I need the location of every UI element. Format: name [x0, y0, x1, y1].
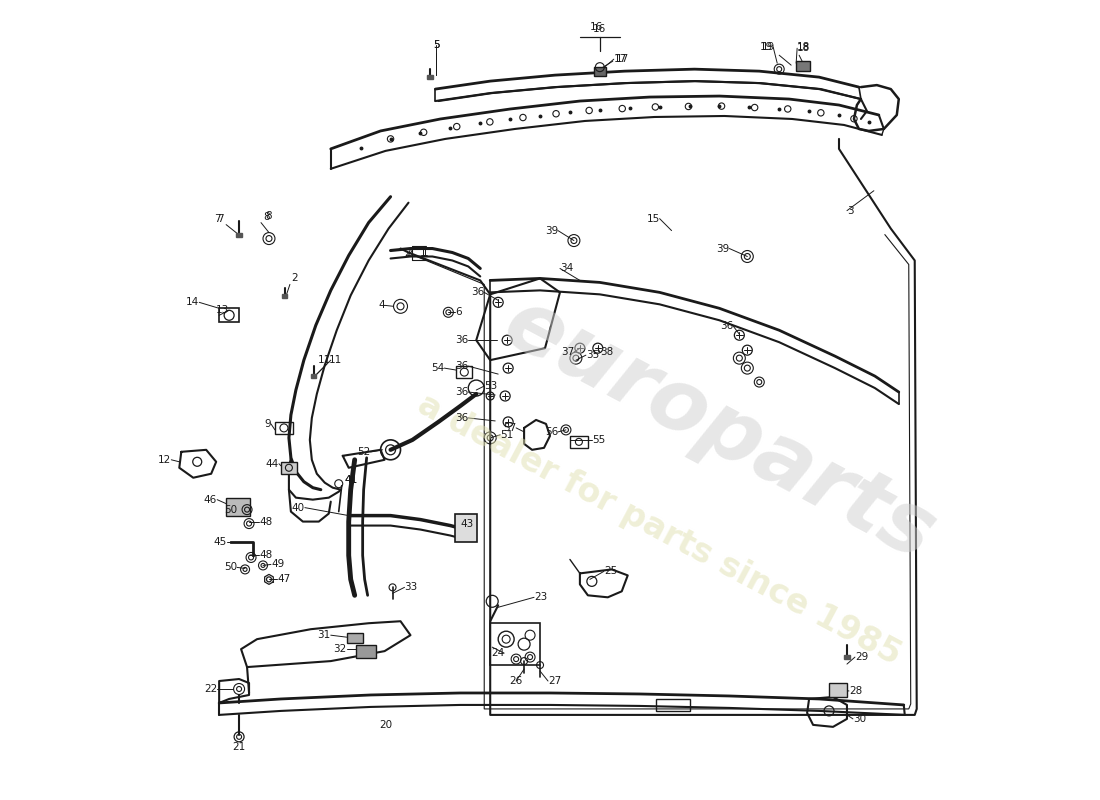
Text: 23: 23 [535, 592, 548, 602]
Bar [346, 633, 363, 643]
Text: 32: 32 [333, 644, 346, 654]
Text: 16: 16 [593, 24, 606, 34]
Text: 44: 44 [266, 458, 279, 469]
Text: a dealer for parts since 1985: a dealer for parts since 1985 [412, 388, 906, 671]
Text: 20: 20 [379, 720, 392, 730]
Bar [219, 308, 239, 322]
Text: 9: 9 [264, 419, 271, 429]
Text: 1: 1 [421, 247, 428, 258]
Text: 24: 24 [491, 648, 504, 658]
Text: 29: 29 [855, 652, 868, 662]
Text: 37: 37 [561, 347, 574, 357]
Text: 25: 25 [604, 566, 617, 577]
Text: 30: 30 [852, 714, 866, 724]
Text: 1: 1 [420, 247, 427, 258]
Polygon shape [428, 75, 433, 79]
Bar [829, 683, 847, 697]
Text: 46: 46 [204, 494, 217, 505]
Bar [275, 422, 293, 434]
Text: 38: 38 [600, 347, 613, 357]
Text: 54: 54 [431, 363, 444, 373]
Text: 13: 13 [216, 306, 229, 315]
Polygon shape [311, 374, 317, 378]
Bar [656, 699, 690, 711]
Text: 36: 36 [455, 361, 469, 371]
Text: 27: 27 [548, 676, 561, 686]
Text: 11: 11 [329, 355, 342, 365]
Text: 7: 7 [218, 214, 224, 224]
Polygon shape [236, 233, 242, 237]
Text: 49: 49 [271, 559, 284, 570]
Text: 7: 7 [214, 214, 221, 224]
Text: 34: 34 [560, 263, 573, 274]
Text: 26: 26 [509, 676, 522, 686]
Text: 36: 36 [720, 322, 734, 331]
Polygon shape [844, 655, 850, 659]
Text: 36: 36 [471, 287, 484, 298]
Text: 53: 53 [484, 381, 497, 391]
Text: 50: 50 [224, 562, 238, 573]
Bar [455, 514, 477, 542]
Text: 18: 18 [798, 43, 811, 54]
Text: 48: 48 [258, 550, 273, 561]
Text: 11: 11 [318, 355, 331, 365]
Text: 55: 55 [592, 435, 605, 445]
Text: 8: 8 [265, 210, 272, 221]
Text: 5: 5 [433, 40, 440, 50]
Text: 12: 12 [158, 454, 172, 465]
Bar [355, 645, 375, 658]
Text: 15: 15 [647, 214, 660, 224]
Text: 19: 19 [762, 42, 776, 52]
Bar [280, 462, 297, 474]
Text: 52: 52 [358, 447, 371, 457]
Text: 22: 22 [204, 684, 217, 694]
Bar [796, 61, 810, 71]
Text: 47: 47 [277, 574, 290, 584]
Text: 2: 2 [404, 247, 410, 258]
Text: 5: 5 [433, 40, 440, 50]
Text: 41: 41 [344, 474, 358, 485]
Bar [491, 623, 540, 665]
Text: 43: 43 [460, 518, 474, 529]
Bar [570, 436, 587, 448]
Text: 41: 41 [344, 474, 358, 485]
Text: 40: 40 [292, 502, 305, 513]
Text: 45: 45 [213, 537, 227, 546]
Text: 48: 48 [258, 517, 273, 526]
Text: 3: 3 [847, 206, 854, 216]
Text: 36: 36 [455, 387, 469, 397]
Bar [594, 67, 606, 76]
Bar [227, 498, 250, 515]
Text: 16: 16 [591, 22, 604, 32]
Text: 19: 19 [760, 42, 773, 52]
Text: 50: 50 [224, 505, 238, 514]
Text: 17: 17 [616, 54, 629, 64]
Text: 4: 4 [378, 300, 385, 310]
Text: 36: 36 [455, 335, 469, 346]
Text: 57: 57 [503, 423, 516, 433]
Polygon shape [283, 294, 287, 298]
Text: 18: 18 [798, 42, 811, 52]
Text: 14: 14 [186, 298, 199, 307]
Text: 2: 2 [406, 247, 412, 258]
Text: 8: 8 [263, 212, 270, 222]
Text: 2: 2 [290, 274, 297, 283]
Text: 39: 39 [716, 243, 729, 254]
Bar [456, 366, 472, 378]
Text: 33: 33 [405, 582, 418, 592]
Text: 36: 36 [455, 413, 469, 423]
Text: 39: 39 [544, 226, 558, 235]
Text: 35: 35 [586, 350, 600, 360]
Text: 21: 21 [232, 742, 245, 752]
Text: 56: 56 [544, 427, 558, 437]
Text: 28: 28 [849, 686, 862, 696]
Text: 6: 6 [455, 307, 462, 318]
Text: 51: 51 [500, 430, 514, 440]
Text: europarts: europarts [490, 282, 949, 578]
Text: 17: 17 [614, 54, 627, 64]
Text: 31: 31 [318, 630, 331, 640]
